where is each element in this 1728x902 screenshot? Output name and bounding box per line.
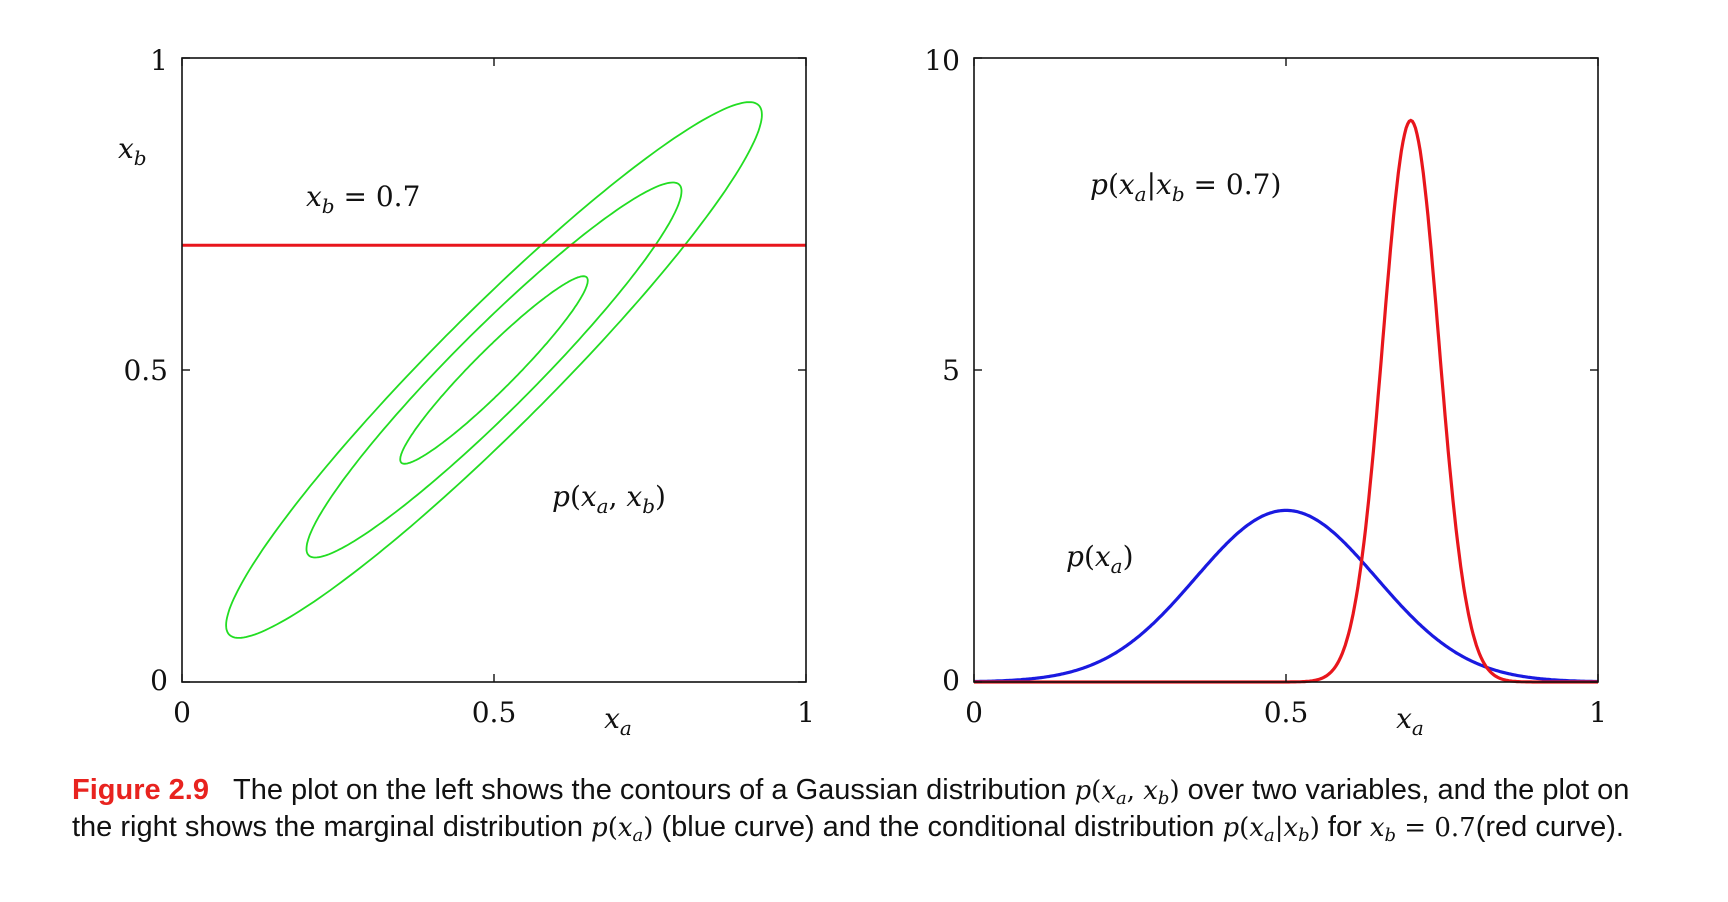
right-plot: 0 5 10 0 0.5 1 xa p(xa|xb = 0.7) p(xa) (924, 44, 1607, 740)
left-tick-marks (181, 57, 807, 683)
right-xlabel: xa (1396, 702, 1424, 740)
left-ytick-0: 0 (150, 664, 168, 697)
left-xtick-2: 1 (797, 696, 815, 729)
right-curves (973, 118, 1599, 684)
marginal-curve (973, 508, 1599, 684)
left-contours (225, 101, 763, 639)
left-ylabel: xb (118, 132, 147, 170)
caption-math-marginal: p(xa) (591, 813, 654, 846)
conditional-curve (974, 118, 1598, 684)
caption-text-3: (blue curve) and the conditional distrib… (661, 811, 1215, 843)
marginal-label: p(xa) (1066, 540, 1134, 578)
caption-math-conditional: p(xa|xb) (1222, 813, 1320, 846)
right-ytick-2: 10 (924, 44, 960, 77)
contour-ellipse-2 (305, 181, 683, 559)
caption-math-joint: p(xa, xb) (1074, 776, 1180, 809)
left-ytick-2: 1 (150, 44, 168, 77)
left-xtick-0: 0 (173, 696, 191, 729)
left-xtick-1: 0.5 (472, 696, 517, 729)
left-plot: 0 0.5 1 0 0.5 1 xa xb xb = 0.7 p(xa, xb) (118, 44, 815, 740)
contour-ellipse-1 (399, 275, 589, 465)
left-xlabel: xa (604, 702, 632, 740)
caption-text-1: The plot on the left shows the contours … (233, 774, 1067, 806)
caption-figure-number: Figure 2.9 (72, 774, 209, 806)
left-ytick-1: 0.5 (123, 354, 168, 387)
left-plot-frame (181, 57, 807, 683)
caption-text-2: over two variables, and the plot on the … (72, 774, 1630, 843)
caption-text-5: (red curve). (1475, 811, 1624, 843)
right-xtick-2: 1 (1589, 696, 1607, 729)
caption-text-4: for (1327, 811, 1362, 843)
right-ytick-0: 0 (942, 664, 960, 697)
joint-label: p(xa, xb) (552, 480, 666, 518)
right-xtick-0: 0 (965, 696, 983, 729)
xb-line-label: xb = 0.7 (306, 180, 420, 218)
conditional-label: p(xa|xb = 0.7) (1090, 168, 1281, 206)
right-xtick-1: 0.5 (1264, 696, 1309, 729)
right-tick-marks (973, 57, 1599, 683)
caption-math-xb: xb = 0.7 (1369, 813, 1476, 846)
right-ytick-1: 5 (942, 354, 960, 387)
figure-caption: Figure 2.9 The plot on the left shows the… (72, 772, 1672, 846)
right-plot-frame (973, 57, 1599, 683)
contour-ellipse-3 (225, 101, 763, 639)
